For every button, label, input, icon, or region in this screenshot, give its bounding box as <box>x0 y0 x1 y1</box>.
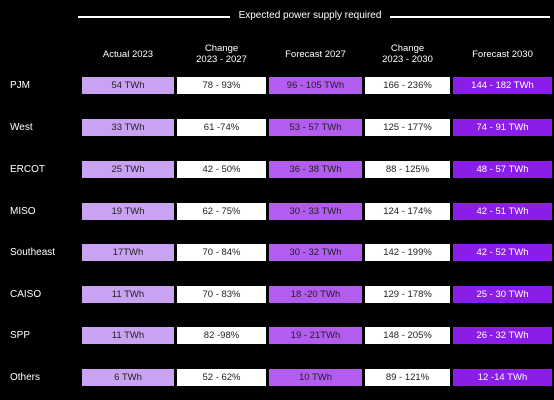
cell-forecast-2027: 36 - 38 TWh <box>269 161 362 178</box>
col-header-forecast-2030: Forecast 2030 <box>472 48 533 60</box>
col-header-forecast-2027: Forecast 2027 <box>285 48 346 60</box>
cell-change-2023-2030: 148 - 205% <box>365 327 450 344</box>
cell-forecast-2030: 42 - 52 TWh <box>453 244 552 261</box>
cell-forecast-2027: 30 - 32 TWh <box>269 244 362 261</box>
cell-forecast-2030: 12 -14 TWh <box>453 369 552 386</box>
cell-forecast-2027: 10 TWh <box>269 369 362 386</box>
cell-change-2023-2030: 129 - 178% <box>365 286 450 303</box>
cell-change-2023-2027: 82 -98% <box>177 327 266 344</box>
row-label-ercot: ERCOT <box>10 164 45 175</box>
cell-change-2023-2030: 88 - 125% <box>365 161 450 178</box>
cell-change-2023-2027: 70 - 83% <box>177 286 266 303</box>
cell-forecast-2027: 53 - 57 TWh <box>269 119 362 136</box>
cell-forecast-2030: 42 - 51 TWh <box>453 203 552 220</box>
cell-forecast-2030: 74 - 91 TWh <box>453 119 552 136</box>
cell-forecast-2027: 19 - 21TWh <box>269 327 362 344</box>
cell-change-2023-2027: 78 - 93% <box>177 77 266 94</box>
cell-change-2023-2030: 166 - 236% <box>365 77 450 94</box>
cell-change-2023-2027: 42 - 50% <box>177 161 266 178</box>
cell-change-2023-2030: 142 - 199% <box>365 244 450 261</box>
cell-forecast-2030: 144 - 182 TWh <box>453 77 552 94</box>
cell-actual-2023: 11 TWh <box>82 286 174 303</box>
cell-actual-2023: 17TWh <box>82 244 174 261</box>
cell-forecast-2030: 48 - 57 TWh <box>453 161 552 178</box>
col-header-change-2023-2027: Change 2023 - 2027 <box>196 43 247 65</box>
cell-actual-2023: 25 TWh <box>82 161 174 178</box>
col-header-actual-2023: Actual 2023 <box>102 48 154 60</box>
group-title: Expected power supply required <box>238 10 382 21</box>
row-label-spp: SPP <box>10 330 31 341</box>
cell-forecast-2030: 25 - 30 TWh <box>453 286 552 303</box>
col-header-change-2023-2030: Change 2023 - 2030 <box>382 43 433 65</box>
cell-change-2023-2027: 70 - 84% <box>177 244 266 261</box>
row-label-west: West <box>10 122 33 133</box>
header-line-right <box>390 16 550 18</box>
cell-forecast-2027: 30 - 33 TWh <box>269 203 362 220</box>
cell-actual-2023: 33 TWh <box>82 119 174 136</box>
cell-forecast-2027: 18 -20 TWh <box>269 286 362 303</box>
cell-forecast-2027: 96 - 105 TWh <box>269 77 362 94</box>
row-label-pjm: PJM <box>10 80 30 91</box>
cell-change-2023-2027: 52 - 62% <box>177 369 266 386</box>
cell-change-2023-2030: 125 - 177% <box>365 119 450 136</box>
cell-change-2023-2027: 61 -74% <box>177 119 266 136</box>
row-label-others: Others <box>10 372 41 383</box>
cell-change-2023-2030: 124 - 174% <box>365 203 450 220</box>
header-line-left <box>78 16 230 18</box>
cell-change-2023-2030: 89 - 121% <box>365 369 450 386</box>
cell-actual-2023: 19 TWh <box>82 203 174 220</box>
row-label-caiso: CAISO <box>10 289 42 300</box>
cell-forecast-2030: 26 - 32 TWh <box>453 327 552 344</box>
cell-change-2023-2027: 62 - 75% <box>177 203 266 220</box>
cell-actual-2023: 6 TWh <box>82 369 174 386</box>
cell-actual-2023: 11 TWh <box>82 327 174 344</box>
row-label-southeast: Southeast <box>10 247 56 258</box>
row-label-miso: MISO <box>10 206 36 217</box>
cell-actual-2023: 54 TWh <box>82 77 174 94</box>
